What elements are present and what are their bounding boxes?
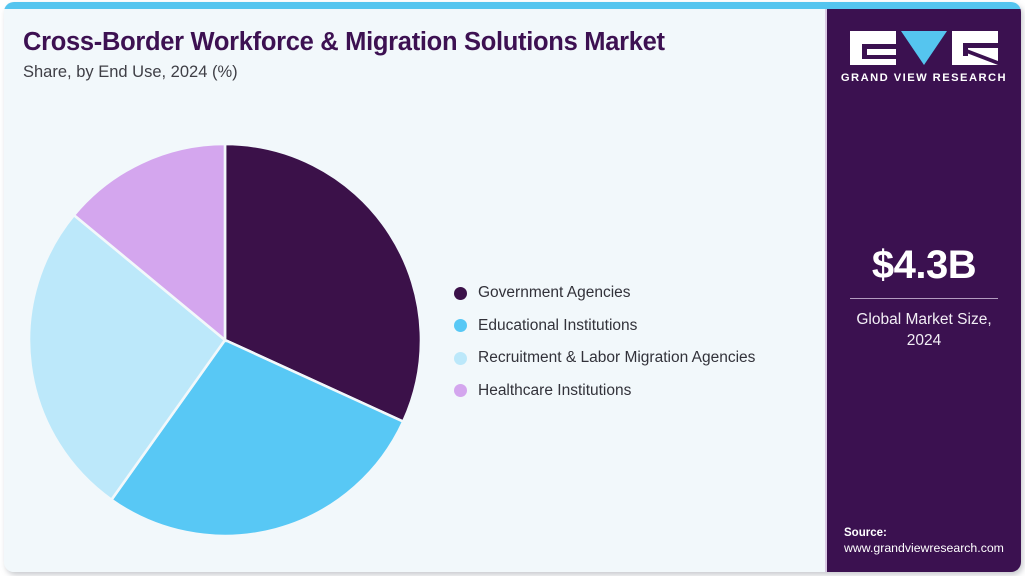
pie-slice[interactable]: [223, 143, 422, 424]
brand-sidebar: GRAND VIEW RESEARCH $4.3B Global Market …: [825, 9, 1021, 572]
legend-item-label: Recruitment & Labor Migration Agencies: [478, 349, 756, 367]
pie-slice-group: [28, 143, 422, 537]
source-block: Source: www.grandviewresearch.com: [844, 527, 1016, 555]
stat-value: $4.3B: [871, 243, 977, 287]
page-subtitle: Share, by End Use, 2024 (%): [23, 63, 238, 82]
gvr-logo-icon: [850, 31, 998, 65]
chart-legend: Government Agencies Educational Institut…: [454, 277, 814, 407]
pie-chart-svg: [28, 143, 422, 537]
top-accent-bar: [4, 2, 1021, 9]
pie-slice[interactable]: [72, 143, 227, 343]
stat-caption: Global Market Size, 2024: [856, 311, 992, 349]
title-block: Cross-Border Workforce & Migration Solut…: [23, 28, 813, 82]
page-title: Cross-Border Workforce & Migration Solut…: [23, 28, 665, 56]
logo-wordmark: GRAND VIEW RESEARCH: [840, 72, 1008, 84]
pie-slice[interactable]: [28, 213, 227, 502]
stat-divider: [850, 298, 998, 299]
legend-item[interactable]: Healthcare Institutions: [454, 375, 814, 408]
legend-swatch-icon: [454, 384, 467, 398]
pie-slice[interactable]: [109, 338, 405, 537]
legend-item[interactable]: Educational Institutions: [454, 310, 814, 343]
legend-item[interactable]: Government Agencies: [454, 277, 814, 310]
legend-item[interactable]: Recruitment & Labor Migration Agencies: [454, 342, 814, 375]
source-url[interactable]: www.grandviewresearch.com: [844, 541, 1004, 555]
legend-item-label: Educational Institutions: [478, 316, 638, 334]
chart-panel: Cross-Border Workforce & Migration Solut…: [4, 9, 823, 572]
infographic-card: Cross-Border Workforce & Migration Solut…: [4, 2, 1021, 572]
source-label: Source:: [844, 527, 887, 539]
legend-item-label: Healthcare Institutions: [478, 381, 632, 399]
legend-swatch-icon: [454, 286, 467, 300]
stat-block: $4.3B Global Market Size, 2024: [827, 245, 1021, 352]
legend-swatch-icon: [454, 319, 467, 333]
logo-block: GRAND VIEW RESEARCH: [827, 31, 1021, 84]
pie-chart: [28, 143, 422, 537]
legend-swatch-icon: [454, 351, 467, 365]
legend-item-label: Government Agencies: [478, 284, 631, 302]
